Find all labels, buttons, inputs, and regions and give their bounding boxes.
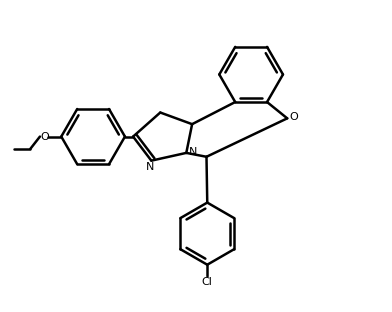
Text: O: O — [41, 132, 49, 142]
Text: N: N — [189, 147, 197, 157]
Text: Cl: Cl — [202, 277, 213, 287]
Text: N: N — [145, 162, 154, 172]
Text: O: O — [289, 112, 298, 122]
